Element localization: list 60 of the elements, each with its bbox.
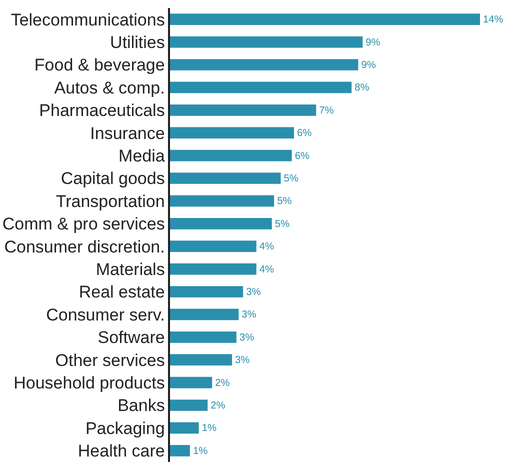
bar <box>170 263 256 275</box>
bar <box>170 14 480 26</box>
y-tick-label: Consumer serv. <box>46 305 165 324</box>
y-tick-label: Pharmaceuticals <box>39 101 165 120</box>
data-label: 5% <box>274 218 290 230</box>
y-tick-label: Consumer discretion. <box>4 237 165 256</box>
data-label: 2% <box>215 378 230 389</box>
y-tick-label: Packaging <box>85 418 165 438</box>
y-tick-label: Utilities <box>110 33 165 52</box>
data-label: 3% <box>235 355 250 366</box>
data-label: 2% <box>210 400 226 412</box>
bar <box>170 36 363 48</box>
bar <box>170 400 208 411</box>
data-label: 3% <box>246 287 261 298</box>
data-label: 6% <box>297 128 312 140</box>
bar <box>170 150 292 162</box>
bar <box>170 354 232 366</box>
data-label: 8% <box>354 82 370 94</box>
bar <box>170 82 352 94</box>
data-label: 14% <box>483 14 504 26</box>
bar <box>170 286 244 298</box>
bar <box>170 127 294 139</box>
bar <box>170 308 239 320</box>
bar <box>170 104 316 116</box>
data-label: 6% <box>294 150 310 162</box>
y-tick-label: Transportation <box>56 192 165 211</box>
data-label: 9% <box>366 37 380 48</box>
bar <box>170 240 256 252</box>
bar <box>170 218 272 230</box>
bar <box>170 172 281 184</box>
data-label: 7% <box>319 105 334 116</box>
y-tick-label: Autos & comp. <box>54 78 165 98</box>
data-label: 1% <box>192 446 208 457</box>
y-tick-label: Comm & pro services <box>2 214 165 234</box>
data-label: 4% <box>259 242 274 253</box>
bar <box>170 376 212 388</box>
data-label: 5% <box>284 174 298 185</box>
bar <box>170 422 199 434</box>
y-tick-label: Food & beverage <box>34 56 165 75</box>
data-label: 1% <box>202 423 216 434</box>
data-label: 9% <box>361 60 376 72</box>
data-label: 4% <box>259 264 274 276</box>
y-tick-label: Telecommunications <box>10 10 165 30</box>
y-tick-label: Capital goods <box>60 169 165 188</box>
y-tick-label: Software <box>98 328 165 348</box>
y-tick-label: Real estate <box>78 282 165 302</box>
bar <box>170 59 358 70</box>
y-tick-label: Other services <box>55 350 165 370</box>
bar <box>170 331 236 343</box>
y-tick-label: Household products <box>14 374 165 392</box>
data-label: 3% <box>242 310 256 321</box>
data-label: 5% <box>277 196 292 208</box>
y-tick-label: Health care <box>78 442 165 461</box>
y-tick-label: Media <box>118 146 166 166</box>
y-tick-label: Materials <box>96 260 165 279</box>
y-tick-label: Insurance <box>90 124 165 143</box>
y-tick-label: Banks <box>118 396 165 416</box>
bar <box>170 195 274 207</box>
data-label: 3% <box>239 332 254 344</box>
bar <box>170 444 190 456</box>
